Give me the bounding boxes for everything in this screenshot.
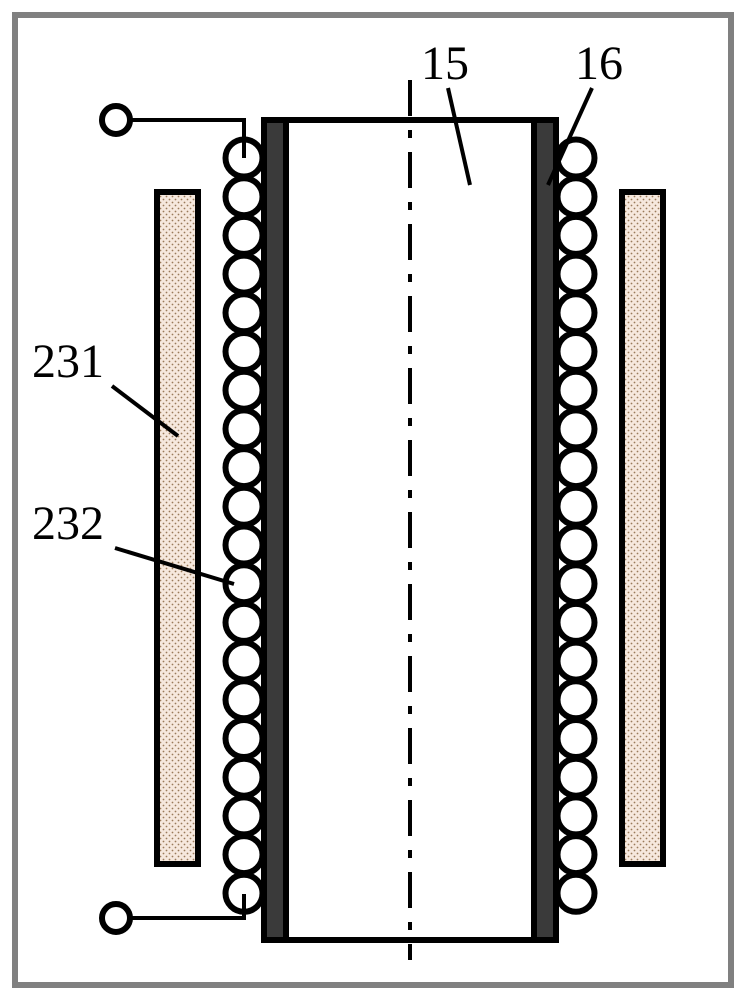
diagram-stage: 15 16 231 232: [0, 0, 746, 1000]
callout-232: 232: [32, 496, 104, 551]
callout-16: 16: [575, 36, 623, 91]
callout-231: 231: [32, 334, 104, 389]
diagram-svg: [0, 0, 746, 1000]
callout-15: 15: [421, 36, 469, 91]
